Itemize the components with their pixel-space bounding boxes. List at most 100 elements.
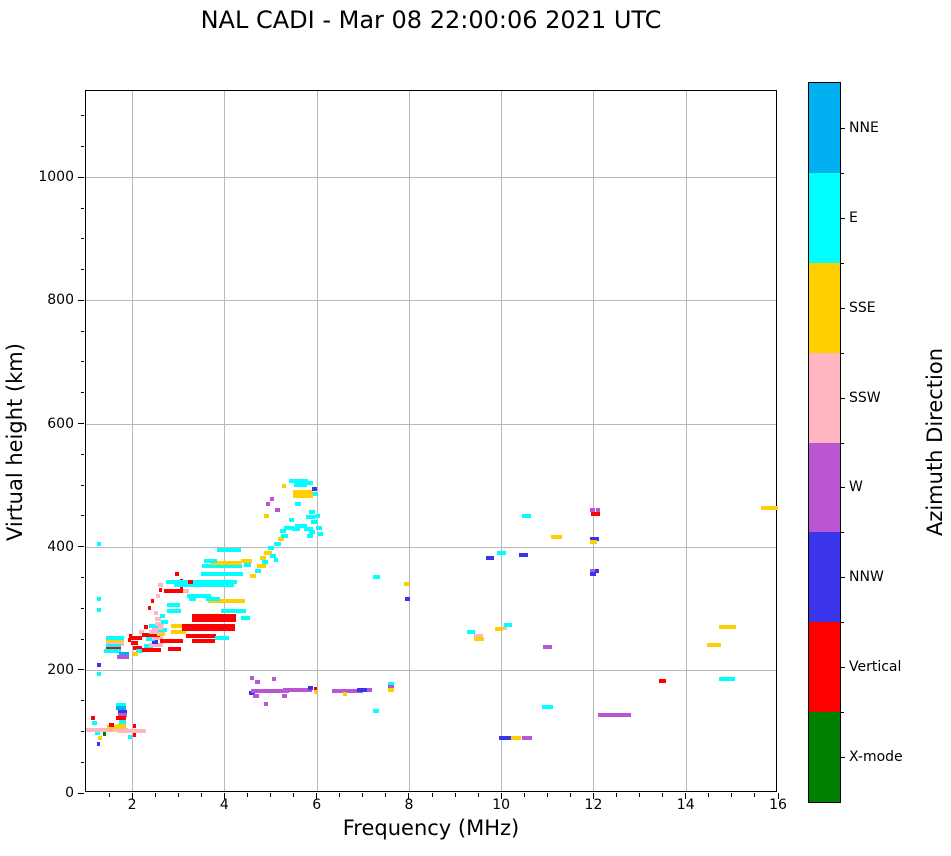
echo-mark	[288, 479, 308, 484]
echo-mark	[345, 688, 364, 693]
x-minor-tick	[639, 793, 641, 797]
echo-mark	[275, 508, 280, 513]
gridline-y	[86, 669, 776, 671]
echo-mark	[372, 709, 379, 714]
echo-mark	[139, 629, 144, 634]
echo-mark	[590, 508, 595, 513]
echo-mark	[283, 688, 304, 693]
echo-mark	[146, 632, 160, 637]
y-tick-label: 0	[65, 785, 74, 801]
echo-mark	[522, 735, 532, 740]
colorbar-segment-NNW	[809, 532, 840, 623]
colorbar-segment-NNE	[809, 83, 840, 173]
echo-mark	[158, 583, 164, 588]
echo-mark	[267, 545, 274, 550]
echo-mark	[97, 608, 101, 613]
echo-mark	[659, 678, 667, 683]
x-minor-tick	[477, 793, 479, 797]
colorbar-segment-W	[809, 442, 840, 533]
echo-mark	[201, 571, 243, 576]
echo-mark	[315, 513, 320, 518]
colorbar: NNE E SSE SSW W NNW Vertical X-mode	[808, 82, 903, 803]
echo-mark	[251, 689, 270, 694]
echo-mark	[249, 574, 257, 579]
echo-mark	[518, 552, 528, 557]
echo-mark	[367, 688, 373, 693]
y-minor-tick	[80, 207, 84, 209]
echo-mark	[142, 632, 148, 637]
echo-mark	[149, 643, 164, 648]
x-minor-tick	[708, 793, 710, 797]
echo-mark	[209, 560, 241, 565]
echo-mark	[97, 735, 102, 740]
x-minor-tick	[177, 793, 179, 797]
echo-mark	[277, 537, 284, 542]
x-minor-tick	[385, 793, 387, 797]
x-tick-label: 16	[769, 797, 787, 813]
x-major-tick	[777, 793, 779, 799]
echo-mark	[312, 492, 319, 497]
y-minor-tick	[80, 238, 84, 240]
y-minor-tick	[80, 330, 84, 332]
echo-mark	[269, 553, 276, 558]
echo-mark	[318, 532, 323, 537]
echo-mark	[595, 508, 600, 513]
y-major-tick	[78, 176, 84, 178]
echo-mark	[280, 533, 288, 538]
colorbar-segment-SSE	[809, 262, 840, 353]
echo-mark	[404, 581, 409, 586]
echo-mark	[305, 515, 315, 520]
x-major-tick	[131, 793, 133, 799]
echo-mark	[130, 641, 139, 646]
echo-mark	[595, 537, 599, 542]
echo-mark	[253, 694, 259, 699]
echo-mark	[164, 589, 183, 594]
y-major-tick	[78, 669, 84, 671]
echo-mark	[192, 614, 237, 619]
echo-mark	[145, 637, 156, 642]
y-minor-tick	[80, 392, 84, 394]
x-major-tick	[408, 793, 410, 799]
echo-mark	[264, 550, 273, 555]
echo-mark	[307, 533, 314, 538]
echo-mark	[550, 534, 563, 539]
echo-mark	[597, 712, 631, 717]
echo-mark	[152, 635, 164, 640]
gridline-y	[86, 300, 776, 302]
y-tick-label: 400	[47, 538, 74, 555]
y-minor-tick	[80, 761, 84, 763]
colorbar-tick	[840, 487, 845, 489]
echo-mark	[167, 646, 182, 651]
echo-mark	[132, 729, 146, 734]
chart-title: NAL CADI - Mar 08 22:00:06 2021 UTC	[200, 6, 662, 34]
echo-mark	[152, 639, 159, 644]
echo-mark	[127, 734, 133, 739]
y-minor-tick	[80, 361, 84, 363]
x-minor-tick	[246, 793, 248, 797]
echo-mark	[282, 693, 287, 698]
echo-mark	[156, 632, 165, 637]
y-major-tick	[78, 299, 84, 301]
echo-mark	[256, 564, 266, 569]
echo-mark	[118, 712, 127, 717]
colorbar-boundary-tick	[840, 532, 844, 534]
colorbar-category-label: NNE	[849, 119, 879, 136]
x-major-tick	[592, 793, 594, 799]
echo-mark	[261, 560, 269, 565]
x-minor-tick	[362, 793, 364, 797]
echo-mark	[496, 551, 506, 556]
colorbar-category-label: Vertical	[849, 659, 902, 676]
echo-mark	[293, 494, 313, 499]
echo-mark	[144, 644, 154, 649]
x-tick-label: 6	[312, 797, 322, 813]
echo-mark	[590, 572, 597, 577]
echo-mark	[260, 555, 266, 560]
x-minor-tick	[431, 793, 433, 797]
echo-mark	[280, 529, 286, 534]
colorbar-tick	[840, 307, 845, 309]
x-tick-label: 8	[404, 797, 414, 813]
echo-mark	[208, 599, 246, 604]
y-axis-label: Virtual height (km)	[3, 343, 27, 541]
echo-mark	[133, 723, 137, 728]
echo-mark	[135, 649, 144, 654]
